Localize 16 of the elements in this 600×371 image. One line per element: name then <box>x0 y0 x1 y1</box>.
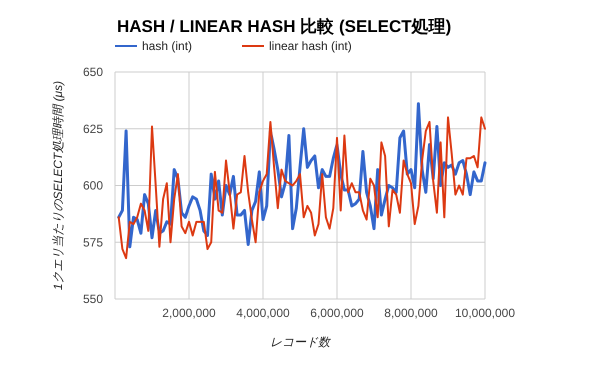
x-axis-title: レコード数 <box>270 335 332 349</box>
x-tick-label: 4,000,000 <box>236 306 290 320</box>
chart-title: HASH / LINEAR HASH 比較 (SELECT処理) <box>117 17 452 36</box>
y-axis-title: 1クエリ当たりのSELECT処理時間 (μs) <box>51 80 65 290</box>
y-tick-label: 575 <box>82 235 104 250</box>
x-tick-label: 10,000,000 <box>454 306 516 320</box>
y-tick-label: 625 <box>82 122 104 136</box>
legend-label: hash (int) <box>142 39 192 53</box>
x-tick-label: 6,000,000 <box>310 306 364 320</box>
y-tick-label: 550 <box>82 292 104 306</box>
legend-label: linear hash (int) <box>269 39 352 53</box>
line-series <box>118 116 486 260</box>
x-tick-label: 2,000,000 <box>162 306 216 320</box>
x-tick-label: 8,000,000 <box>384 306 438 320</box>
y-tick-label: 650 <box>82 65 104 79</box>
y-tick-label: 600 <box>82 178 104 192</box>
